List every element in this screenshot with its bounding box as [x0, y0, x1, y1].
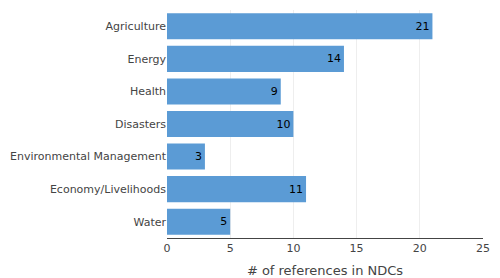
svg-text:5: 5 — [227, 242, 234, 255]
svg-text:Economy/Livelihoods: Economy/Livelihoods — [50, 183, 166, 196]
svg-text:Energy: Energy — [127, 53, 166, 66]
svg-text:20: 20 — [413, 242, 427, 255]
svg-text:25: 25 — [476, 242, 490, 255]
svg-text:10: 10 — [276, 118, 290, 131]
svg-text:Health: Health — [130, 85, 166, 98]
svg-text:3: 3 — [195, 150, 202, 163]
svg-text:11: 11 — [289, 183, 303, 196]
svg-text:Disasters: Disasters — [115, 118, 166, 131]
svg-text:Agriculture: Agriculture — [106, 20, 167, 33]
svg-text:14: 14 — [327, 52, 341, 65]
svg-text:0: 0 — [164, 242, 171, 255]
svg-text:# of references in NDCs: # of references in NDCs — [247, 263, 403, 278]
svg-text:Water: Water — [133, 216, 166, 229]
svg-text:10: 10 — [286, 242, 300, 255]
svg-text:21: 21 — [415, 20, 429, 33]
svg-text:15: 15 — [350, 242, 364, 255]
svg-text:9: 9 — [271, 85, 278, 98]
svg-text:5: 5 — [220, 215, 227, 228]
svg-text:Environmental Management: Environmental Management — [10, 150, 167, 163]
